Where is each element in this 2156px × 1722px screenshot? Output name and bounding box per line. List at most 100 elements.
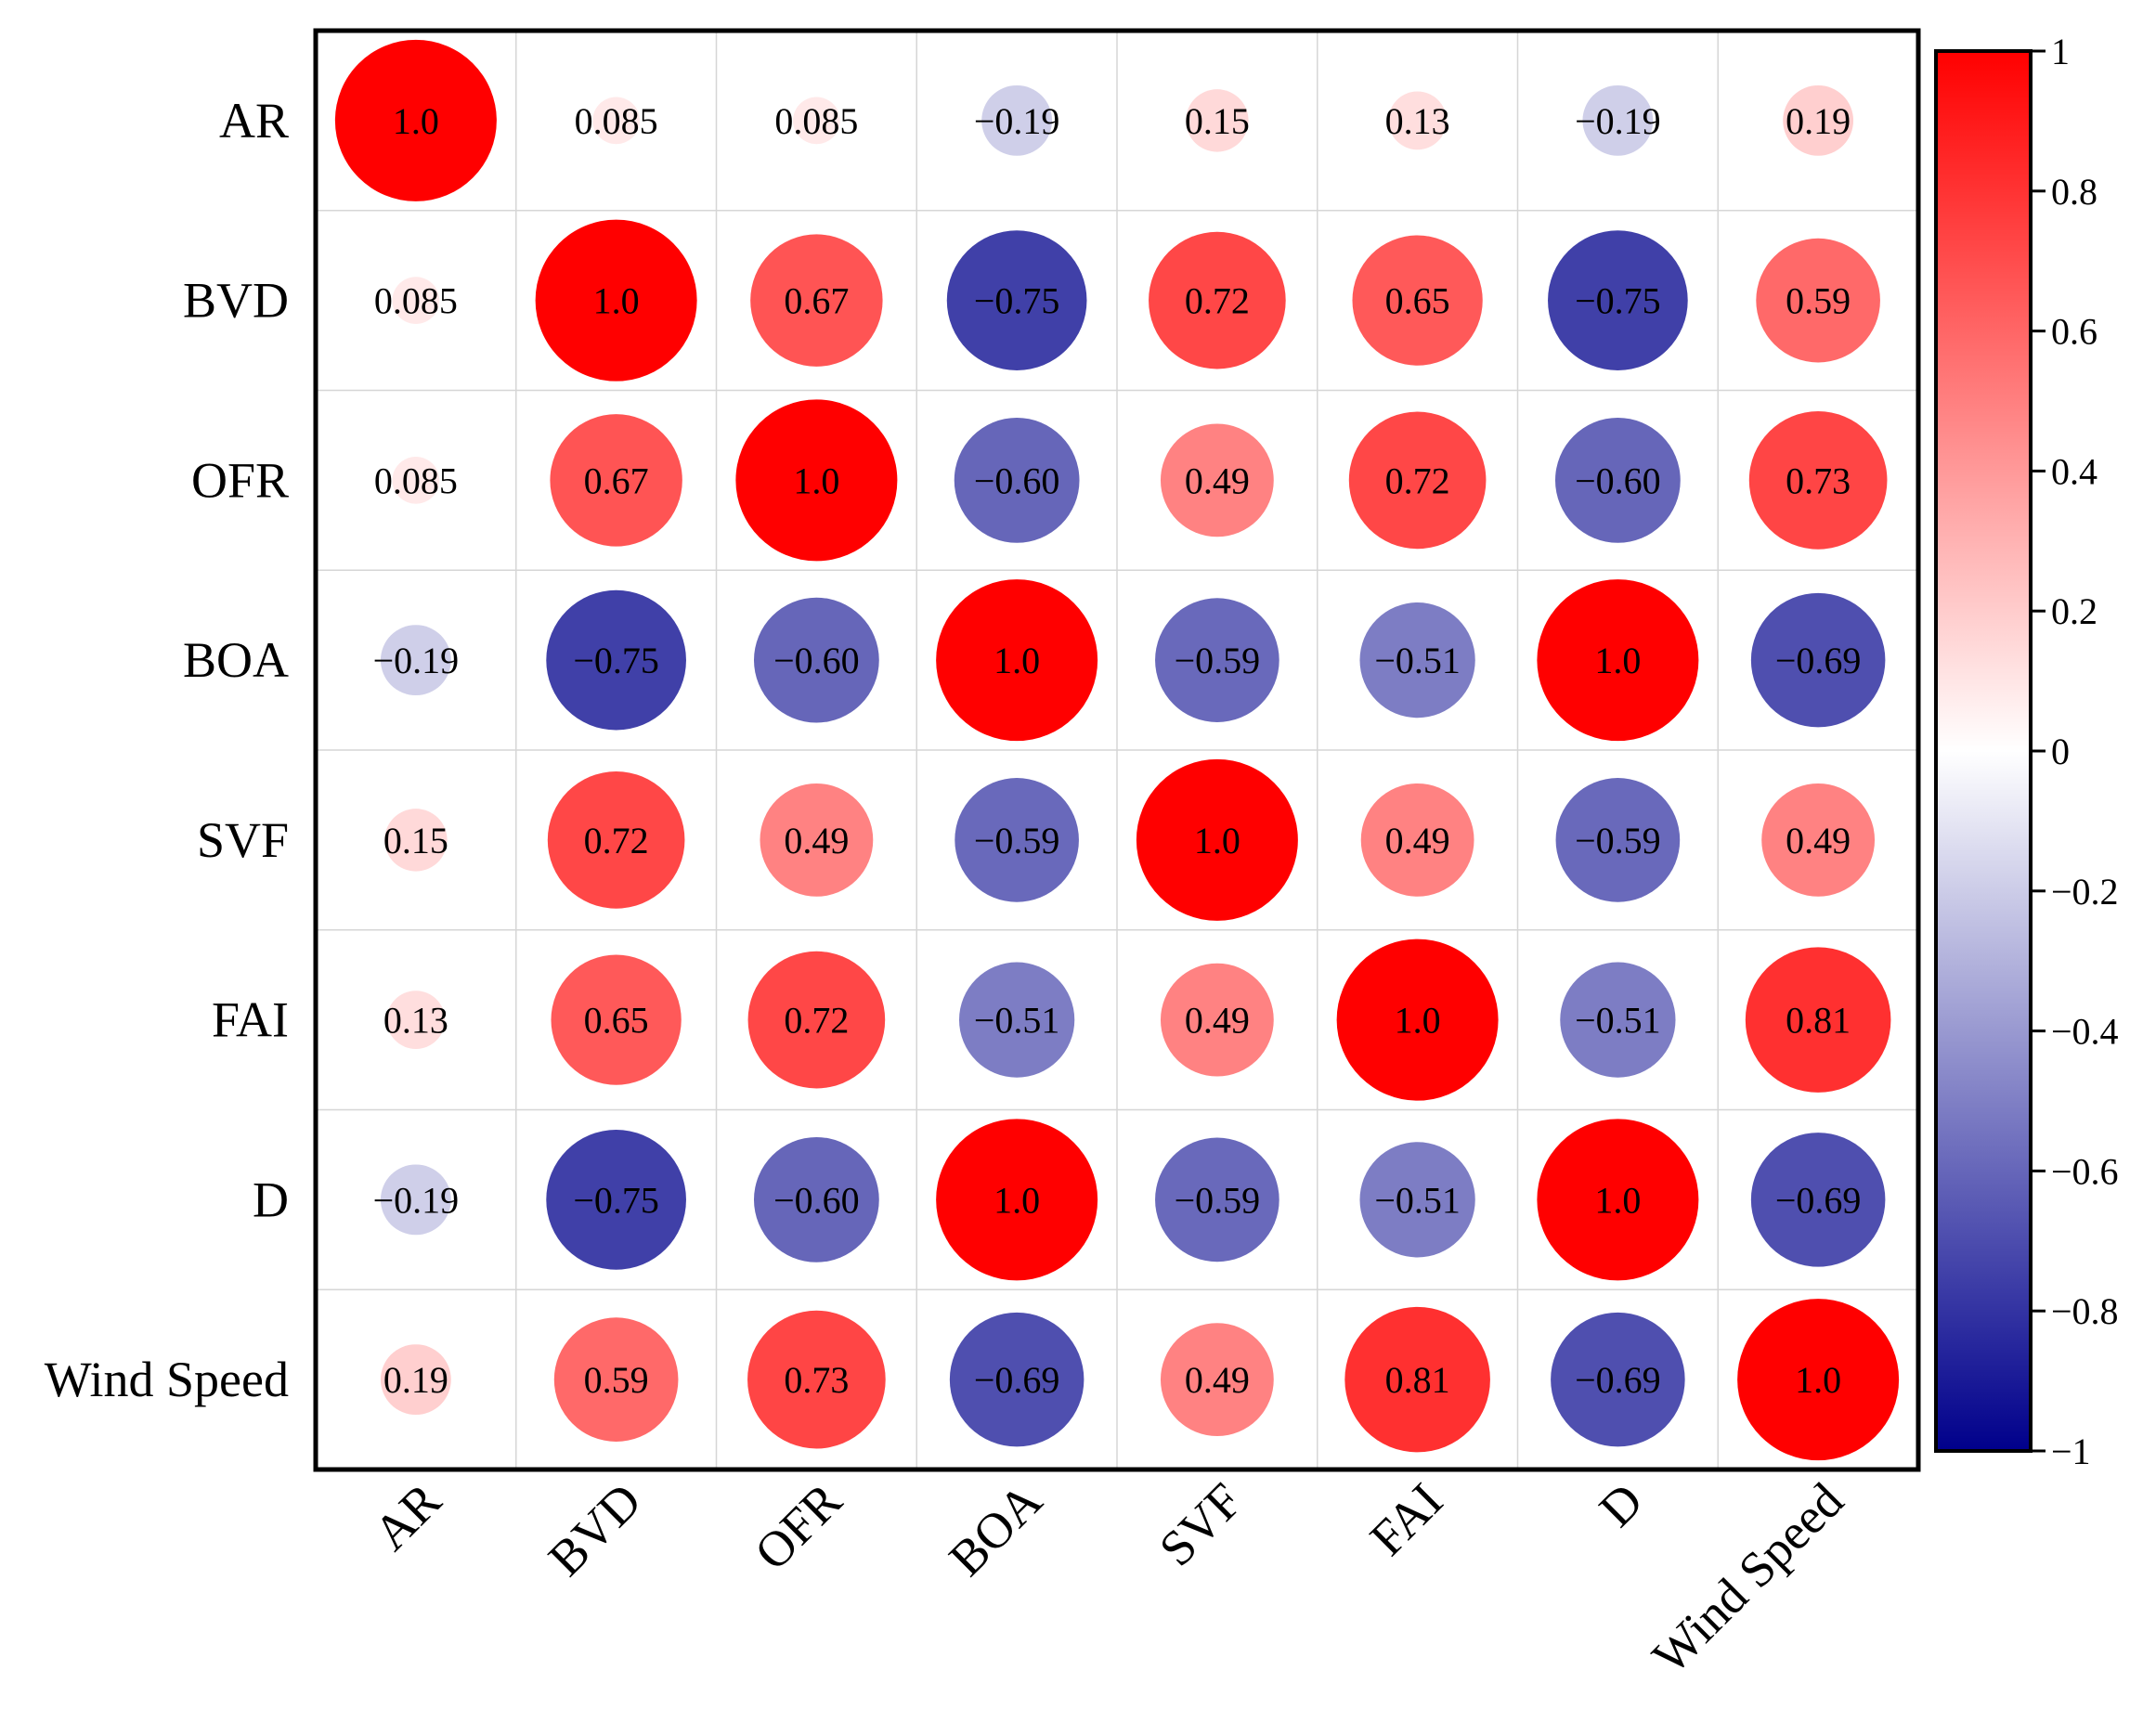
plot-frame: [313, 28, 1921, 1472]
colorbar-gradient: [1934, 49, 2033, 1453]
corr-circle-7-4: [1160, 1323, 1274, 1437]
grid-lines: [316, 31, 1918, 1470]
corr-value-4-3: −0.59: [974, 820, 1060, 861]
corr-circle-7-0: [380, 1344, 451, 1416]
corr-value-4-5: 0.49: [1385, 820, 1450, 861]
corr-circle-7-2: [747, 1310, 886, 1449]
corr-circle-0-2: [793, 97, 840, 145]
corr-value-1-5: 0.65: [1385, 280, 1450, 322]
corr-circle-2-0: [392, 457, 440, 504]
corr-circle-2-3: [954, 417, 1080, 543]
corr-value-0-6: −0.19: [1575, 100, 1661, 142]
corr-circle-7-1: [553, 1317, 679, 1442]
column-label-1: BVD: [538, 1472, 652, 1586]
corr-value-1-0: 0.085: [374, 280, 458, 322]
corr-circle-0-0: [334, 39, 497, 201]
colorbar-tick-label-5: 0: [2051, 731, 2070, 772]
corr-circle-3-5: [1359, 602, 1475, 719]
corr-circle-5-0: [386, 990, 446, 1049]
circle-marks: [334, 39, 1900, 1461]
corr-value-1-2: 0.67: [784, 280, 849, 322]
corr-value-5-3: −0.51: [974, 1000, 1060, 1042]
corr-circle-1-4: [1149, 231, 1286, 369]
corr-value-4-0: 0.15: [383, 820, 448, 861]
row-label-2: OFR: [191, 452, 289, 508]
corr-circle-1-2: [750, 234, 883, 367]
corr-value-6-5: −0.51: [1374, 1179, 1461, 1221]
row-label-0: AR: [219, 93, 289, 149]
corr-circle-5-7: [1745, 947, 1891, 1093]
colorbar-tick-label-10: −1: [2051, 1431, 2091, 1472]
corr-value-5-2: 0.72: [784, 1000, 849, 1042]
column-label-6: D: [1589, 1472, 1654, 1537]
corr-value-2-5: 0.72: [1385, 460, 1450, 501]
corr-value-2-4: 0.49: [1185, 460, 1250, 501]
corr-circle-5-6: [1560, 962, 1676, 1078]
corr-value-1-7: 0.59: [1786, 280, 1851, 322]
corr-circle-5-1: [551, 954, 682, 1085]
row-label-5: FAI: [212, 992, 289, 1048]
corr-circle-0-7: [1783, 84, 1854, 156]
corr-circle-5-5: [1336, 939, 1499, 1101]
corr-value-4-6: −0.59: [1575, 820, 1661, 861]
corr-value-3-0: −0.19: [373, 640, 460, 681]
corr-circle-3-7: [1750, 592, 1886, 728]
corr-value-4-7: 0.49: [1786, 820, 1851, 861]
column-label-5: FAI: [1359, 1472, 1453, 1566]
corr-circle-5-2: [747, 951, 886, 1089]
corr-value-7-7: 1.0: [1795, 1359, 1841, 1401]
corr-circle-4-7: [1761, 783, 1876, 897]
corr-circle-6-2: [753, 1136, 879, 1262]
corr-value-3-4: −0.59: [1175, 640, 1261, 681]
corr-circle-4-4: [1136, 758, 1298, 921]
column-label-7: Wind Speed: [1642, 1472, 1854, 1685]
corr-value-7-5: 0.81: [1385, 1359, 1450, 1401]
corr-circle-2-5: [1348, 411, 1487, 550]
corr-value-0-1: 0.085: [575, 100, 658, 142]
corr-circle-4-5: [1360, 783, 1474, 897]
corr-circle-1-5: [1352, 235, 1483, 366]
corr-value-2-0: 0.085: [374, 460, 458, 501]
corr-value-6-7: −0.69: [1775, 1179, 1862, 1221]
corr-value-1-3: −0.75: [974, 280, 1060, 322]
column-label-3: BOA: [939, 1472, 1053, 1586]
corr-circle-3-3: [936, 579, 1098, 742]
corr-value-6-6: 1.0: [1594, 1179, 1641, 1221]
corr-value-2-1: 0.67: [584, 460, 649, 501]
colorbar-tick-label-6: −0.2: [2051, 871, 2119, 913]
corr-value-7-6: −0.69: [1575, 1359, 1661, 1401]
corr-value-6-0: −0.19: [373, 1179, 460, 1221]
corr-circle-4-3: [955, 778, 1079, 902]
corr-circle-6-7: [1750, 1133, 1886, 1267]
corr-value-0-4: 0.15: [1185, 100, 1250, 142]
corr-value-5-6: −0.51: [1575, 1000, 1661, 1042]
corr-circle-5-4: [1160, 963, 1274, 1077]
corr-value-4-1: 0.72: [584, 820, 649, 861]
colorbar-tick-label-0: 1: [2051, 31, 2070, 72]
corr-value-1-6: −0.75: [1575, 280, 1661, 322]
corr-circle-6-5: [1359, 1142, 1475, 1258]
corr-value-3-1: −0.75: [573, 640, 659, 681]
colorbar-tick-label-1: 0.8: [2051, 171, 2098, 213]
corr-value-3-5: −0.51: [1374, 640, 1461, 681]
corr-circle-0-4: [1186, 89, 1249, 152]
corr-circle-0-3: [981, 84, 1053, 156]
corr-circle-0-1: [592, 97, 640, 145]
corr-circle-3-0: [380, 625, 451, 696]
corr-circle-6-1: [546, 1130, 686, 1270]
corr-circle-2-7: [1748, 411, 1888, 550]
column-label-0: AR: [363, 1472, 451, 1560]
column-label-4: SVF: [1149, 1472, 1253, 1576]
corr-value-7-3: −0.69: [974, 1359, 1060, 1401]
corr-circle-5-3: [958, 962, 1075, 1078]
corr-value-7-4: 0.49: [1185, 1359, 1250, 1401]
corr-circle-7-5: [1344, 1306, 1490, 1453]
corr-value-5-4: 0.49: [1185, 1000, 1250, 1042]
row-label-4: SVF: [197, 812, 289, 868]
corr-circle-1-0: [392, 277, 440, 324]
corr-circle-2-6: [1554, 417, 1681, 543]
corr-circle-1-3: [946, 230, 1087, 370]
corr-circle-4-6: [1555, 778, 1681, 902]
corr-value-3-6: 1.0: [1594, 640, 1641, 681]
